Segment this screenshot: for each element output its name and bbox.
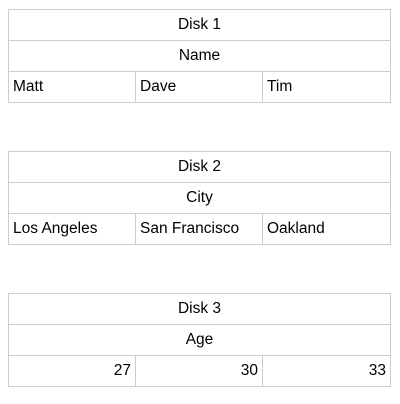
table-cell: 30 (135, 355, 263, 387)
disk-3-title-row: Disk 3 (8, 293, 391, 325)
disk-1-field-row: Name (8, 40, 391, 72)
disk-2-table: Disk 2 City Los Angeles San Francisco Oa… (8, 151, 391, 245)
table-cell: 27 (8, 355, 136, 387)
disk-2-field-row: City (8, 182, 391, 214)
disk-1-field-header: Name (8, 40, 391, 72)
table-cell: San Francisco (135, 213, 263, 245)
disk-3-values-row: 27 30 33 (8, 355, 391, 387)
table-cell: Tim (262, 71, 391, 103)
table-cell: Los Angeles (8, 213, 136, 245)
disk-1-table: Disk 1 Name Matt Dave Tim (8, 9, 391, 103)
disk-2-values-row: Los Angeles San Francisco Oakland (8, 213, 391, 245)
disk-2-title-row: Disk 2 (8, 151, 391, 183)
disk-2-field-header: City (8, 182, 391, 214)
disk-3-field-row: Age (8, 324, 391, 356)
disk-1-title: Disk 1 (8, 9, 391, 41)
disk-3-table: Disk 3 Age 27 30 33 (8, 293, 391, 387)
disk-2-title: Disk 2 (8, 151, 391, 183)
disk-1-values-row: Matt Dave Tim (8, 71, 391, 103)
table-cell: Oakland (262, 213, 391, 245)
table-cell: 33 (262, 355, 391, 387)
disk-3-field-header: Age (8, 324, 391, 356)
table-cell: Matt (8, 71, 136, 103)
table-cell: Dave (135, 71, 263, 103)
disk-3-title: Disk 3 (8, 293, 391, 325)
disk-1-title-row: Disk 1 (8, 9, 391, 41)
